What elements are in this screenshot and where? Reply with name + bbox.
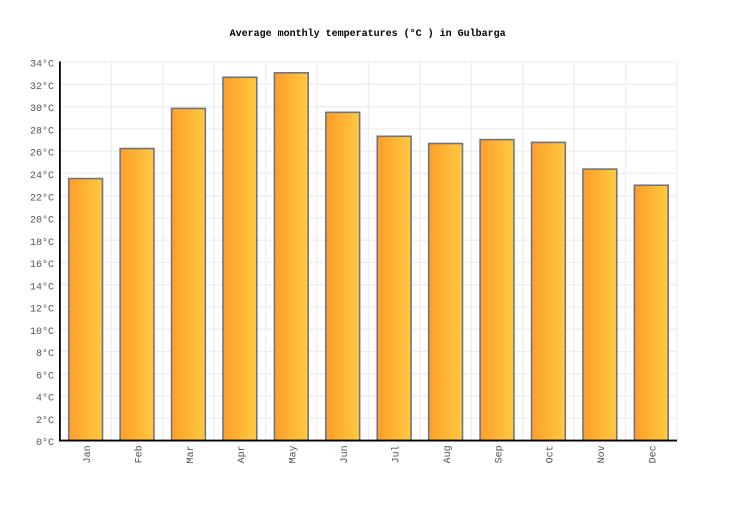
svg-text:2°C: 2°C [36,415,54,427]
svg-text:Oct: Oct [546,445,557,463]
svg-text:Feb: Feb [133,445,145,463]
svg-text:18°C: 18°C [30,237,54,249]
svg-text:22°C: 22°C [30,192,54,204]
svg-text:8°C: 8°C [36,348,54,360]
svg-text:32°C: 32°C [30,81,54,93]
svg-text:Jun: Jun [340,445,351,463]
svg-text:30°C: 30°C [30,103,54,115]
svg-text:0°C: 0°C [36,437,54,449]
svg-text:Sep: Sep [494,445,505,463]
svg-text:20°C: 20°C [30,215,54,227]
svg-text:14°C: 14°C [30,281,54,293]
svg-text:Nov: Nov [597,445,608,463]
svg-text:Jan: Jan [83,445,94,463]
svg-text:Mar: Mar [186,445,197,463]
svg-text:Jul: Jul [391,445,403,463]
svg-text:24°C: 24°C [30,170,54,182]
svg-text:28°C: 28°C [30,126,54,138]
svg-text:Apr: Apr [237,445,248,463]
svg-text:10°C: 10°C [30,326,54,338]
svg-text:12°C: 12°C [30,304,54,316]
svg-text:Average monthly temperatures (: Average monthly temperatures (°C ) in Gu… [230,28,506,40]
svg-text:Aug: Aug [443,445,454,463]
svg-text:16°C: 16°C [30,259,54,271]
svg-text:4°C: 4°C [36,393,54,405]
svg-text:Dec: Dec [649,445,660,463]
svg-text:34°C: 34°C [30,59,54,71]
svg-text:6°C: 6°C [36,370,54,382]
svg-text:26°C: 26°C [30,148,54,160]
svg-text:May: May [289,445,300,463]
